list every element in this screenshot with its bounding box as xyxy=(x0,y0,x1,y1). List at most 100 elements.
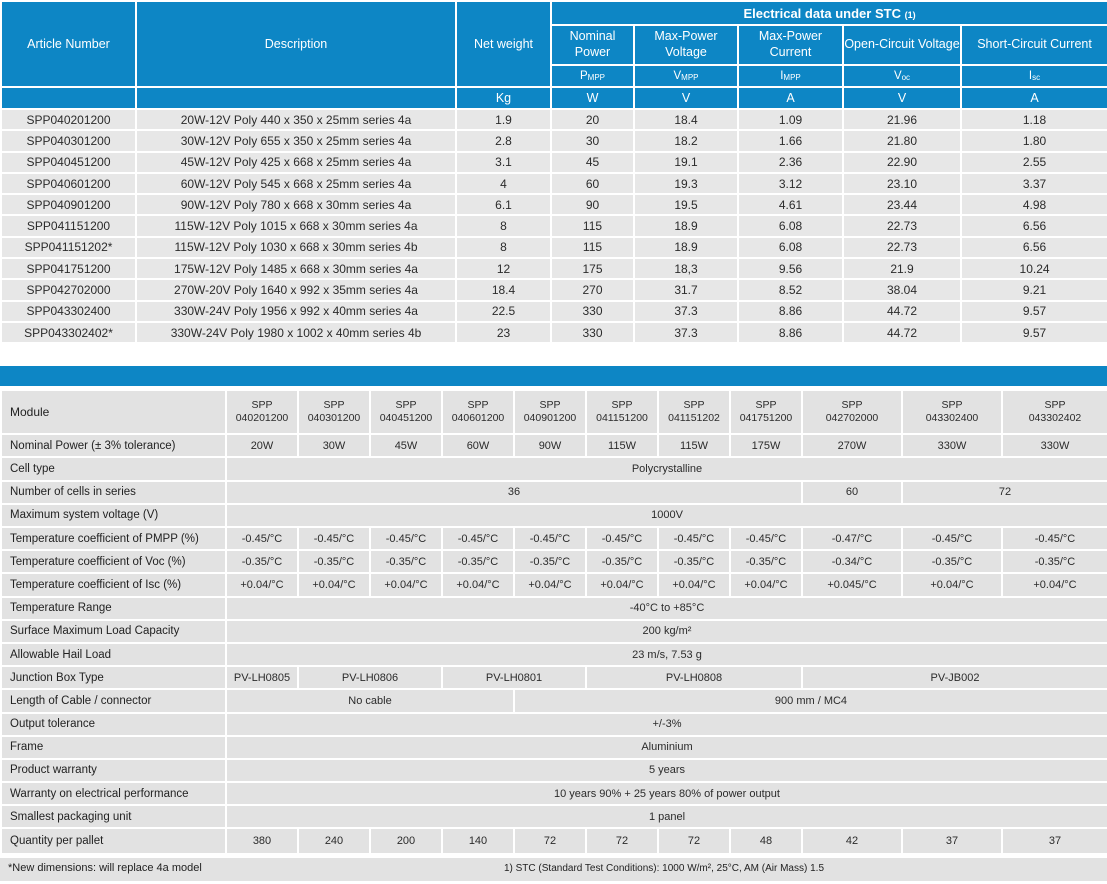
spec-value: 37 xyxy=(901,827,1003,856)
voc-value: 38.04 xyxy=(842,278,962,302)
spec-value: 42 xyxy=(801,827,903,856)
isc-value: 3.37 xyxy=(959,171,1107,196)
spec-value: 72 xyxy=(513,827,587,856)
spec-row-temp-coeff-isc: Temperature coefficient of Isc (%) +0.04… xyxy=(0,572,1107,598)
voc-value: 21.9 xyxy=(842,257,962,281)
spec-value: 45W xyxy=(369,433,443,459)
impp-value: 1.66 xyxy=(737,129,844,153)
spec-label: Product warranty xyxy=(0,757,227,784)
pmpp-value: 175 xyxy=(550,257,635,281)
spec-value: 1 panel xyxy=(225,804,1107,830)
spec-value: -0.35/°C xyxy=(729,549,803,575)
spec-value: -0.35/°C xyxy=(1001,549,1107,575)
impp-value: 6.08 xyxy=(737,235,844,260)
spec-value: -0.45/°C xyxy=(1001,526,1107,552)
net-weight: 4 xyxy=(455,171,552,196)
spec-row-temp-coeff-pmpp: Temperature coefficient of PMPP (%) -0.4… xyxy=(0,526,1107,552)
footnote-stc-definition: 1) STC (Standard Test Conditions): 1000 … xyxy=(503,863,825,875)
description: 20W-12V Poly 440 x 350 x 25mm series 4a xyxy=(135,107,457,132)
spec-value: 380 xyxy=(225,827,299,856)
spec-row-electrical-warranty: Warranty on electrical performance 10 ye… xyxy=(0,781,1107,807)
blue-separator-band xyxy=(0,366,1107,387)
symbol-pmpp: PMPP xyxy=(550,64,635,88)
spec-label: Allowable Hail Load xyxy=(0,641,227,668)
net-weight: 2.8 xyxy=(455,129,552,153)
spec-label: Output tolerance xyxy=(0,711,227,737)
vmpp-value: 37.3 xyxy=(633,320,739,345)
spec-value: -0.45/°C xyxy=(441,526,515,552)
spec-value: 175W xyxy=(729,433,803,459)
spec-row-temp-coeff-voc: Temperature coefficient of Voc (%) -0.35… xyxy=(0,549,1107,575)
module-header-row: Module SPP 040201200 SPP 040301200 SPP 0404… xyxy=(0,389,1107,436)
impp-value: 9.56 xyxy=(737,257,844,281)
spec-value: Polycrystalline xyxy=(225,456,1107,482)
description: 45W-12V Poly 425 x 668 x 25mm series 4a xyxy=(135,150,457,174)
pmpp-value: 115 xyxy=(550,214,635,238)
isc-value: 1.18 xyxy=(959,107,1107,132)
spec-value: +0.045/°C xyxy=(801,572,903,598)
vmpp-value: 19.3 xyxy=(633,171,739,196)
spec-value: +0.04/°C xyxy=(1001,572,1107,598)
description: 115W-12V Poly 1030 x 668 x 30mm series 4… xyxy=(135,235,457,260)
pmpp-value: 270 xyxy=(550,278,635,302)
spec-row-junction-box: Junction Box Type PV-LH0805 PV-LH0806 PV… xyxy=(0,665,1107,691)
spec-value: 270W xyxy=(801,433,903,459)
spec-row-nominal-power: Nominal Power (± 3% tolerance) 20W 30W 4… xyxy=(0,433,1107,459)
spec-value: 140 xyxy=(441,827,515,856)
module-column-header: SPP 042702000 xyxy=(801,389,903,436)
col-header-nominal-power: Nominal Power xyxy=(550,24,635,66)
spec-value: Aluminium xyxy=(225,734,1107,760)
spec-value: -0.45/°C xyxy=(657,526,731,552)
table-row: SPP043302402* 330W-24V Poly 1980 x 1002 … xyxy=(0,320,1107,345)
spec-value: -0.35/°C xyxy=(297,549,371,575)
impp-value: 3.12 xyxy=(737,171,844,196)
spec-value: 37 xyxy=(1001,827,1107,856)
module-column-header: SPP 041751200 xyxy=(729,389,803,436)
voc-value: 23.44 xyxy=(842,193,962,217)
unit-a: A xyxy=(959,86,1107,110)
spec-value: PV-LH0805 xyxy=(225,665,299,691)
voc-value: 22.73 xyxy=(842,214,962,238)
spec-label: Smallest packaging unit xyxy=(0,804,227,830)
voc-value: 21.96 xyxy=(842,107,962,132)
spec-value: PV-LH0806 xyxy=(297,665,443,691)
spec-value: 1000V xyxy=(225,502,1107,529)
unit-w: W xyxy=(550,86,635,110)
article-number: SPP041151202* xyxy=(0,235,137,260)
spec-value: +/-3% xyxy=(225,711,1107,737)
spec-row-temperature-range: Temperature Range -40°C to +85°C xyxy=(0,595,1107,621)
spec-label: Cell type xyxy=(0,456,227,482)
vmpp-value: 31.7 xyxy=(633,278,739,302)
description: 330W-24V Poly 1956 x 992 x 40mm series 4… xyxy=(135,299,457,323)
isc-value: 6.56 xyxy=(959,214,1107,238)
isc-value: 9.57 xyxy=(959,299,1107,323)
spec-label: Quantity per pallet xyxy=(0,827,227,856)
spec-value: -0.35/°C xyxy=(225,549,299,575)
spec-row-cable: Length of Cable / connector No cable 900… xyxy=(0,688,1107,714)
spec-value: +0.04/°C xyxy=(297,572,371,598)
col-header-open-circuit-voltage: Open-Circuit Voltage xyxy=(842,24,962,66)
spec-value: -0.45/°C xyxy=(225,526,299,552)
description: 30W-12V Poly 655 x 350 x 25mm series 4a xyxy=(135,129,457,153)
voc-value: 22.90 xyxy=(842,150,962,174)
article-number: SPP040301200 xyxy=(0,129,137,153)
isc-value: 9.57 xyxy=(959,320,1107,345)
table-row: SPP040601200 60W-12V Poly 545 x 668 x 25… xyxy=(0,171,1107,196)
unit-kg: Kg xyxy=(455,86,552,110)
pmpp-value: 20 xyxy=(550,107,635,132)
spec-value: +0.04/°C xyxy=(513,572,587,598)
pmpp-value: 90 xyxy=(550,193,635,217)
spec-value: PV-JB002 xyxy=(801,665,1107,691)
spec-value: 10 years 90% + 25 years 80% of power out… xyxy=(225,781,1107,807)
spec-value: -0.45/°C xyxy=(513,526,587,552)
symbol-voc: Voc xyxy=(842,64,962,88)
spec-label: Warranty on electrical performance xyxy=(0,781,227,807)
description-header: Description xyxy=(135,0,457,88)
spec-row-cells-in-series: Number of cells in series 36 60 72 xyxy=(0,479,1107,505)
isc-value: 6.56 xyxy=(959,235,1107,260)
spec-value: +0.04/°C xyxy=(901,572,1003,598)
net-weight: 18.4 xyxy=(455,278,552,302)
spec-value: 30W xyxy=(297,433,371,459)
spec-label: Maximum system voltage (V) xyxy=(0,502,227,529)
spec-label: Frame xyxy=(0,734,227,760)
